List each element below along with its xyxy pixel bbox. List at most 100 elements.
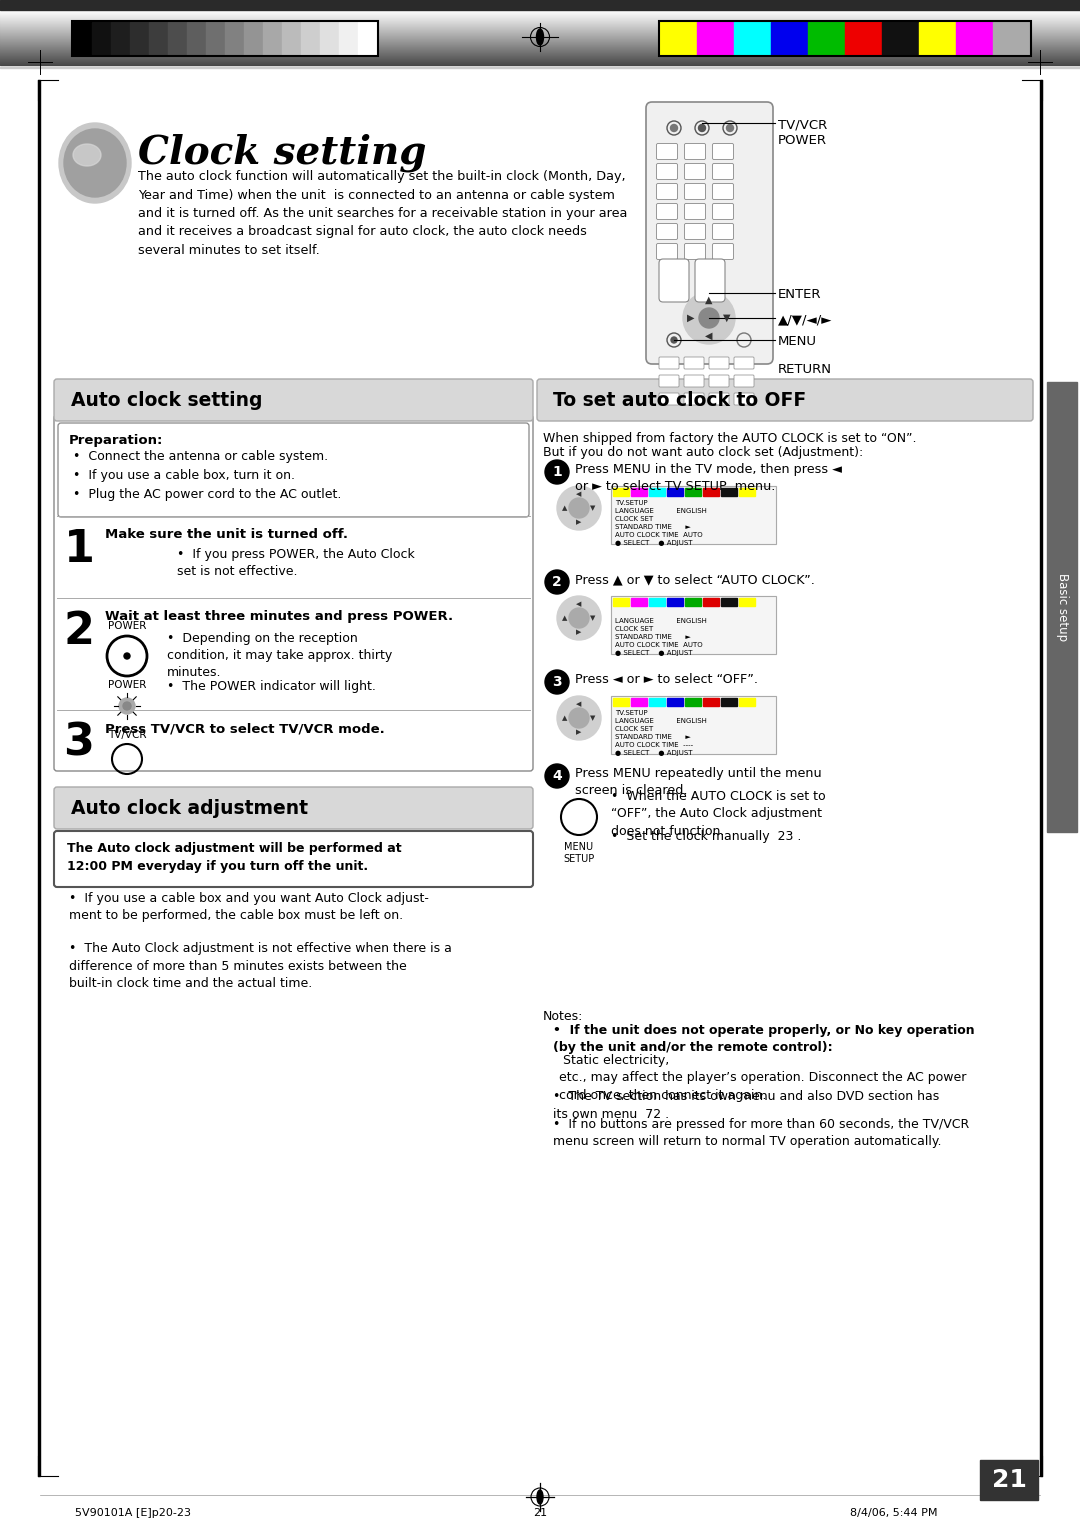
Bar	[685, 597, 701, 607]
Text: AUTO CLOCK TIME  AUTO: AUTO CLOCK TIME AUTO	[615, 532, 703, 538]
Bar	[264, 21, 282, 55]
Bar	[631, 698, 647, 706]
Text: STANDARD TIME      ►: STANDARD TIME ►	[615, 524, 691, 530]
Bar	[73, 21, 92, 55]
Text: LANGUAGE          ENGLISH: LANGUAGE ENGLISH	[615, 718, 707, 724]
Bar	[613, 597, 629, 607]
Bar	[721, 487, 737, 497]
Bar	[845, 21, 882, 55]
Circle shape	[569, 707, 589, 727]
Bar	[301, 21, 320, 55]
Bar	[667, 698, 683, 706]
Ellipse shape	[537, 1490, 543, 1504]
Text: •  Plug the AC power cord to the AC outlet.: • Plug the AC power cord to the AC outle…	[73, 487, 341, 501]
Text: The auto clock function will automatically set the built-in clock (Month, Day,
Y: The auto clock function will automatical…	[138, 170, 627, 257]
Text: AUTO CLOCK TIME  ----: AUTO CLOCK TIME ----	[615, 743, 693, 749]
Bar	[244, 21, 264, 55]
Circle shape	[557, 695, 600, 740]
Text: ▶: ▶	[687, 313, 694, 322]
Text: POWER: POWER	[108, 680, 146, 691]
Bar	[130, 21, 149, 55]
Bar	[611, 486, 777, 544]
Bar	[149, 21, 168, 55]
FancyBboxPatch shape	[734, 358, 754, 368]
FancyBboxPatch shape	[657, 183, 677, 200]
Circle shape	[671, 124, 677, 131]
Bar	[168, 21, 187, 55]
Text: MENU
SETUP: MENU SETUP	[564, 842, 595, 865]
Bar	[808, 21, 845, 55]
Text: Press MENU repeatedly until the menu
screen is cleared.: Press MENU repeatedly until the menu scr…	[575, 767, 822, 798]
FancyBboxPatch shape	[684, 393, 704, 405]
Bar	[631, 487, 647, 497]
Bar	[611, 486, 777, 544]
Text: •  If you use a cable box and you want Auto Clock adjust-
ment to be performed, : • If you use a cable box and you want Au…	[69, 892, 429, 923]
FancyBboxPatch shape	[713, 203, 733, 220]
FancyBboxPatch shape	[684, 374, 704, 387]
Text: Clock setting: Clock setting	[138, 133, 427, 171]
FancyBboxPatch shape	[659, 358, 679, 368]
Text: •  The Auto Clock adjustment is not effective when there is a
difference of more: • The Auto Clock adjustment is not effec…	[69, 941, 451, 990]
FancyBboxPatch shape	[734, 393, 754, 405]
Bar	[613, 698, 629, 706]
FancyBboxPatch shape	[659, 260, 689, 303]
Bar	[187, 21, 206, 55]
Text: •  If you use a cable box, turn it on.: • If you use a cable box, turn it on.	[73, 469, 295, 481]
Bar	[697, 21, 734, 55]
Bar	[38, 79, 40, 1476]
Bar	[72, 21, 378, 57]
Bar	[703, 698, 719, 706]
Circle shape	[557, 596, 600, 640]
Text: The Auto clock adjustment will be performed at
12:00 PM everyday if you turn off: The Auto clock adjustment will be perfor…	[67, 842, 402, 872]
Circle shape	[699, 309, 719, 329]
Text: RETURN: RETURN	[778, 364, 832, 376]
FancyBboxPatch shape	[537, 379, 1032, 422]
FancyBboxPatch shape	[713, 183, 733, 200]
FancyBboxPatch shape	[54, 379, 534, 422]
Text: ◀: ◀	[577, 490, 582, 497]
Text: ◀: ◀	[577, 601, 582, 607]
Text: •  Connect the antenna or cable system.: • Connect the antenna or cable system.	[73, 451, 328, 463]
FancyBboxPatch shape	[713, 223, 733, 240]
Text: •  The TV section has its own menu and also DVD section has
its own menu  72 .: • The TV section has its own menu and al…	[553, 1089, 940, 1120]
Text: ◀: ◀	[577, 701, 582, 707]
Bar	[703, 597, 719, 607]
Bar	[111, 21, 130, 55]
Circle shape	[569, 498, 589, 518]
Text: 3: 3	[552, 675, 562, 689]
Text: Press ◄ or ► to select “OFF”.: Press ◄ or ► to select “OFF”.	[575, 672, 758, 686]
Ellipse shape	[59, 122, 131, 203]
FancyBboxPatch shape	[696, 260, 725, 303]
Text: 1: 1	[64, 529, 95, 571]
Text: POWER: POWER	[108, 620, 146, 631]
Bar	[631, 597, 647, 607]
Circle shape	[683, 292, 735, 344]
Bar	[320, 21, 339, 55]
Text: 2: 2	[552, 575, 562, 588]
Text: AUTO CLOCK TIME  AUTO: AUTO CLOCK TIME AUTO	[615, 642, 703, 648]
Bar	[685, 698, 701, 706]
FancyBboxPatch shape	[685, 144, 705, 159]
FancyBboxPatch shape	[657, 223, 677, 240]
Text: •  When the AUTO CLOCK is set to
“OFF”, the Auto Clock adjustment
does not funct: • When the AUTO CLOCK is set to “OFF”, t…	[611, 790, 825, 837]
Text: TV.SETUP: TV.SETUP	[615, 500, 648, 506]
Bar	[739, 597, 755, 607]
Circle shape	[123, 701, 131, 711]
Text: 1: 1	[552, 465, 562, 478]
Ellipse shape	[537, 29, 543, 44]
Text: But if you do not want auto clock set (Adjustment):: But if you do not want auto clock set (A…	[543, 446, 863, 458]
Text: ▼: ▼	[591, 614, 596, 620]
Bar	[980, 1459, 1038, 1500]
Text: 2: 2	[64, 610, 95, 652]
Bar	[667, 487, 683, 497]
Text: Press ▲ or ▼ to select “AUTO CLOCK”.: Press ▲ or ▼ to select “AUTO CLOCK”.	[575, 573, 815, 587]
Text: ▶: ▶	[577, 729, 582, 735]
Bar	[993, 21, 1030, 55]
Text: ● SELECT    ● ADJUST: ● SELECT ● ADJUST	[615, 649, 692, 656]
FancyBboxPatch shape	[685, 243, 705, 260]
Text: •  Set the clock manually  23 .: • Set the clock manually 23 .	[611, 830, 801, 843]
Bar	[611, 695, 777, 753]
Bar	[339, 21, 357, 55]
Bar	[739, 698, 755, 706]
Text: ● SELECT    ● ADJUST: ● SELECT ● ADJUST	[615, 539, 692, 545]
